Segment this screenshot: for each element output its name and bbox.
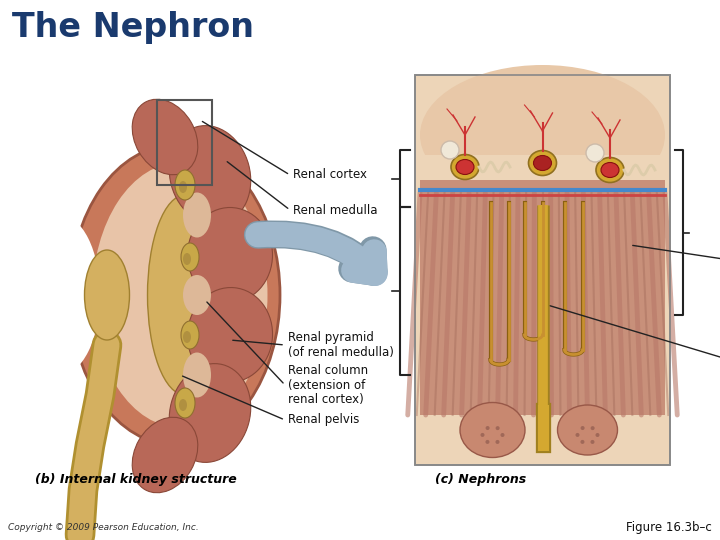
Ellipse shape	[586, 144, 604, 162]
Ellipse shape	[575, 433, 580, 437]
Bar	[157, 100, 212, 185]
Text: (c) Nephrons: (c) Nephrons	[435, 474, 526, 487]
Ellipse shape	[183, 192, 211, 238]
Ellipse shape	[495, 440, 500, 444]
Ellipse shape	[590, 440, 595, 444]
Text: Renal pelvis: Renal pelvis	[288, 414, 359, 427]
Ellipse shape	[528, 151, 557, 176]
Ellipse shape	[181, 243, 199, 271]
Text: Copyright © 2009 Pearson Education, Inc.: Copyright © 2009 Pearson Education, Inc.	[8, 523, 199, 532]
Ellipse shape	[596, 158, 624, 183]
Text: Renal cortex: Renal cortex	[293, 168, 367, 181]
Ellipse shape	[169, 126, 251, 225]
Ellipse shape	[183, 331, 191, 343]
Ellipse shape	[169, 363, 251, 462]
Ellipse shape	[84, 250, 130, 340]
Ellipse shape	[480, 433, 485, 437]
Ellipse shape	[451, 154, 479, 179]
Ellipse shape	[70, 145, 280, 445]
Text: Renal medulla: Renal medulla	[293, 204, 377, 217]
Bar	[415, 75, 670, 465]
Ellipse shape	[148, 195, 222, 395]
Ellipse shape	[456, 159, 474, 174]
Text: Renal pyramid
(of renal medulla): Renal pyramid (of renal medulla)	[288, 331, 394, 359]
Ellipse shape	[580, 440, 585, 444]
Text: Figure 16.3b–c: Figure 16.3b–c	[626, 522, 712, 535]
Ellipse shape	[92, 163, 268, 428]
Ellipse shape	[485, 426, 490, 430]
Ellipse shape	[175, 170, 195, 200]
Ellipse shape	[601, 163, 619, 178]
Ellipse shape	[534, 156, 552, 171]
Ellipse shape	[175, 388, 195, 418]
Ellipse shape	[179, 399, 187, 411]
Ellipse shape	[181, 321, 199, 349]
Bar	[415, 75, 670, 465]
Ellipse shape	[500, 433, 505, 437]
Text: (b) Internal kidney structure: (b) Internal kidney structure	[35, 474, 237, 487]
Ellipse shape	[183, 353, 211, 397]
Ellipse shape	[441, 141, 459, 159]
Ellipse shape	[460, 402, 525, 457]
Ellipse shape	[590, 426, 595, 430]
Bar	[420, 155, 665, 235]
Ellipse shape	[580, 426, 585, 430]
Ellipse shape	[179, 181, 187, 193]
Ellipse shape	[20, 215, 100, 375]
Ellipse shape	[557, 405, 618, 455]
Ellipse shape	[485, 440, 490, 444]
Ellipse shape	[187, 287, 273, 382]
FancyArrowPatch shape	[258, 234, 374, 272]
Ellipse shape	[595, 433, 600, 437]
Text: The Nephron: The Nephron	[12, 11, 254, 44]
Ellipse shape	[183, 253, 191, 265]
Bar	[420, 180, 665, 415]
Ellipse shape	[132, 417, 198, 492]
Ellipse shape	[420, 65, 665, 205]
Ellipse shape	[183, 275, 211, 315]
Ellipse shape	[495, 426, 500, 430]
Ellipse shape	[132, 99, 198, 175]
Ellipse shape	[187, 207, 272, 302]
Text: Renal column
(extension of
renal cortex): Renal column (extension of renal cortex)	[288, 363, 368, 407]
FancyArrowPatch shape	[258, 234, 375, 273]
